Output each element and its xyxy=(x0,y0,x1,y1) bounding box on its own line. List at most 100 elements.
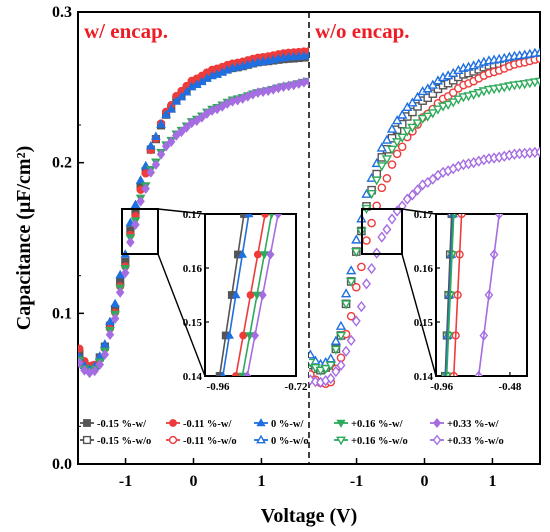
data-point xyxy=(145,140,156,150)
data-point xyxy=(100,339,110,348)
legend-marker xyxy=(336,436,346,446)
legend-marker xyxy=(82,435,92,445)
legend: -0.15 %-w/ -0.11 %-w/0 %-w/ +0.16 %-w/ +0.3… xyxy=(80,417,504,447)
data-point xyxy=(534,77,540,87)
data-point xyxy=(534,47,540,57)
data-point xyxy=(413,184,423,196)
data-point xyxy=(325,361,336,371)
data-point xyxy=(408,107,417,117)
legend-label: +0.33 %-w/ xyxy=(447,419,500,430)
data-point xyxy=(412,91,423,101)
data-point xyxy=(377,231,387,243)
data-point xyxy=(407,189,417,201)
data-point xyxy=(351,247,362,258)
x-tick-label: 0 xyxy=(190,473,198,490)
data-point xyxy=(346,311,356,321)
data-point xyxy=(346,334,356,346)
inset-x-tick-label: -0.72 xyxy=(285,381,308,393)
series--0-33-w-o xyxy=(309,146,540,388)
x-tick-label: 0 xyxy=(421,473,429,490)
inset-y-tick-label: 0.17 xyxy=(414,209,434,221)
data-point xyxy=(331,365,341,378)
x-tick-label: 1 xyxy=(257,473,265,490)
data-point xyxy=(432,105,444,115)
inset-y-tick-label: 0.14 xyxy=(183,371,203,383)
data-point xyxy=(330,345,342,355)
data-point xyxy=(181,86,192,96)
inset-x-tick-label: -0.96 xyxy=(430,381,453,393)
data-point xyxy=(382,223,392,236)
data-point xyxy=(197,112,207,123)
data-point xyxy=(386,145,398,155)
data-point xyxy=(141,183,150,194)
data-point xyxy=(391,138,403,148)
x-tick-label: -1 xyxy=(350,473,363,490)
legend-marker xyxy=(83,419,91,427)
y-tick-label: 0.1 xyxy=(52,305,72,322)
x-axis-label: Voltage (V) xyxy=(261,505,357,527)
panel-series-group xyxy=(78,47,309,379)
legend-marker xyxy=(169,419,177,427)
data-point xyxy=(422,112,433,122)
inset-series-line xyxy=(241,213,273,377)
data-point xyxy=(156,148,166,160)
series-0-w- xyxy=(78,50,309,373)
data-point xyxy=(115,269,126,279)
data-point xyxy=(172,130,181,141)
legend-marker xyxy=(336,419,346,428)
data-point xyxy=(362,236,371,245)
data-point xyxy=(463,92,474,102)
data-point xyxy=(346,277,357,288)
y-tick-label: 0.2 xyxy=(52,155,72,172)
data-point xyxy=(351,282,361,292)
inset-x-tick-label: -0.96 xyxy=(207,381,230,393)
data-point xyxy=(304,50,309,60)
data-point xyxy=(397,142,407,152)
inset-series-line xyxy=(218,213,245,377)
x-tick-label: -1 xyxy=(119,473,132,490)
legend-label: +0.16 %-w/o xyxy=(351,436,408,447)
data-point xyxy=(402,193,412,205)
data-point xyxy=(126,236,135,248)
legend-label: -0.11 %-w/ xyxy=(183,419,232,430)
legend-label: -0.15 %-w/ xyxy=(97,419,147,430)
data-point xyxy=(176,91,187,101)
data-point xyxy=(304,76,309,87)
data-point xyxy=(448,98,459,108)
data-point xyxy=(427,109,438,119)
data-point xyxy=(309,374,315,386)
inset-series-line xyxy=(444,213,453,377)
legend-marker xyxy=(168,435,178,445)
data-point xyxy=(161,109,171,119)
zoom-connector xyxy=(401,208,437,215)
data-point xyxy=(326,372,336,385)
plot-area: 0.0 0.1 0.2 0.3 -1 0 1 w/ encap. 0.14 0.15 0.16 0.1… xyxy=(52,4,541,490)
data-point xyxy=(366,190,377,200)
data-point xyxy=(371,176,382,186)
y-tick-label: 0.0 xyxy=(52,456,72,473)
inset-y-tick-label: 0.16 xyxy=(414,263,434,275)
data-point xyxy=(376,142,387,152)
data-point xyxy=(428,89,438,98)
data-point xyxy=(115,287,125,298)
data-point xyxy=(105,329,115,340)
data-point xyxy=(166,136,176,148)
data-point xyxy=(309,358,316,368)
inset-y-tick-label: 0.16 xyxy=(183,263,203,275)
panel-title: w/o encap. xyxy=(315,19,410,43)
data-point xyxy=(336,359,346,371)
data-point xyxy=(412,119,423,129)
data-point xyxy=(382,174,392,183)
data-point xyxy=(357,262,366,272)
data-point xyxy=(402,101,413,112)
data-point xyxy=(442,100,454,110)
legend-label: -0.15 %-w/o xyxy=(97,436,151,447)
data-point xyxy=(361,278,371,290)
legend-marker xyxy=(256,418,266,427)
series--0-11-w-o xyxy=(309,54,540,388)
data-point xyxy=(136,195,145,207)
y-tick-label: 0.3 xyxy=(52,4,72,21)
data-point xyxy=(473,89,484,99)
data-point xyxy=(361,188,372,198)
data-point xyxy=(407,123,418,133)
